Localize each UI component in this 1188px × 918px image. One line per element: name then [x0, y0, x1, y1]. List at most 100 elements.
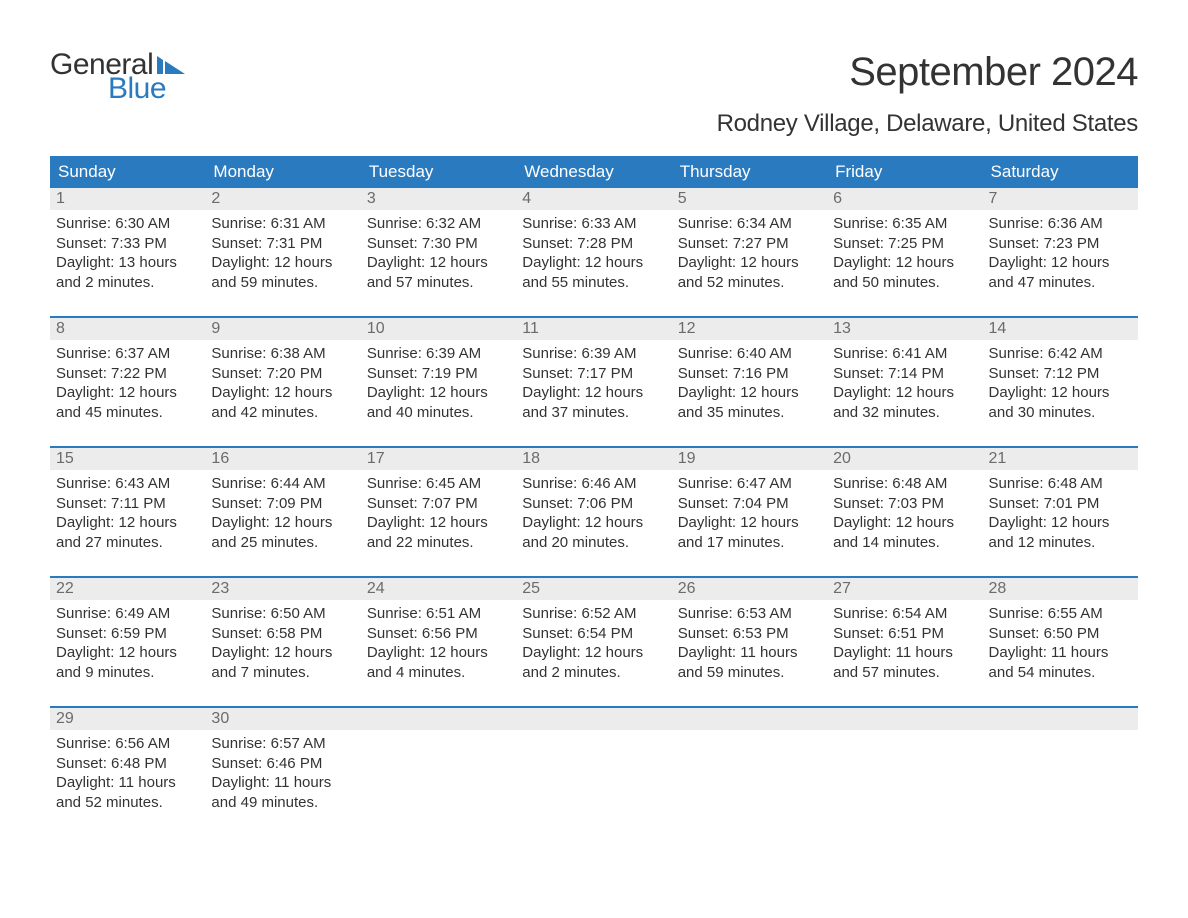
page-title: September 2024: [849, 50, 1138, 95]
sunset-line: Sunset: 7:01 PM: [989, 494, 1132, 514]
empty-day-cell: [827, 708, 982, 820]
sunset-line: Sunset: 7:17 PM: [522, 364, 665, 384]
day-cell: 11Sunrise: 6:39 AMSunset: 7:17 PMDayligh…: [516, 318, 671, 430]
daylight-line: Daylight: 12 hours and 45 minutes.: [56, 383, 199, 422]
sunrise-line: Sunrise: 6:50 AM: [211, 604, 354, 624]
day-number: 26: [672, 578, 827, 600]
sunset-line: Sunset: 7:33 PM: [56, 234, 199, 254]
day-content: Sunrise: 6:50 AMSunset: 6:58 PMDaylight:…: [205, 600, 360, 690]
sunrise-line: Sunrise: 6:56 AM: [56, 734, 199, 754]
sunrise-line: Sunrise: 6:31 AM: [211, 214, 354, 234]
day-number: 12: [672, 318, 827, 340]
sunset-line: Sunset: 7:12 PM: [989, 364, 1132, 384]
day-cell: 26Sunrise: 6:53 AMSunset: 6:53 PMDayligh…: [672, 578, 827, 690]
day-content: Sunrise: 6:31 AMSunset: 7:31 PMDaylight:…: [205, 210, 360, 300]
day-number: 17: [361, 448, 516, 470]
day-content: Sunrise: 6:34 AMSunset: 7:27 PMDaylight:…: [672, 210, 827, 300]
day-content: Sunrise: 6:39 AMSunset: 7:17 PMDaylight:…: [516, 340, 671, 430]
day-content: Sunrise: 6:48 AMSunset: 7:01 PMDaylight:…: [983, 470, 1138, 560]
sunrise-line: Sunrise: 6:45 AM: [367, 474, 510, 494]
daylight-line: Daylight: 12 hours and 50 minutes.: [833, 253, 976, 292]
daylight-line: Daylight: 12 hours and 40 minutes.: [367, 383, 510, 422]
sunrise-line: Sunrise: 6:43 AM: [56, 474, 199, 494]
sunset-line: Sunset: 7:03 PM: [833, 494, 976, 514]
daylight-line: Daylight: 11 hours and 59 minutes.: [678, 643, 821, 682]
sunset-line: Sunset: 6:56 PM: [367, 624, 510, 644]
day-content: Sunrise: 6:44 AMSunset: 7:09 PMDaylight:…: [205, 470, 360, 560]
day-cell: 28Sunrise: 6:55 AMSunset: 6:50 PMDayligh…: [983, 578, 1138, 690]
day-content: Sunrise: 6:35 AMSunset: 7:25 PMDaylight:…: [827, 210, 982, 300]
week-row: 22Sunrise: 6:49 AMSunset: 6:59 PMDayligh…: [50, 576, 1138, 690]
day-cell: 3Sunrise: 6:32 AMSunset: 7:30 PMDaylight…: [361, 188, 516, 300]
day-number: 16: [205, 448, 360, 470]
day-number: 30: [205, 708, 360, 730]
day-number: 1: [50, 188, 205, 210]
sunrise-line: Sunrise: 6:39 AM: [367, 344, 510, 364]
daylight-line: Daylight: 12 hours and 55 minutes.: [522, 253, 665, 292]
sunrise-line: Sunrise: 6:47 AM: [678, 474, 821, 494]
day-number: 2: [205, 188, 360, 210]
day-number: 3: [361, 188, 516, 210]
daylight-line: Daylight: 12 hours and 22 minutes.: [367, 513, 510, 552]
day-cell: 12Sunrise: 6:40 AMSunset: 7:16 PMDayligh…: [672, 318, 827, 430]
weekday-header: Friday: [827, 156, 982, 188]
sunset-line: Sunset: 7:09 PM: [211, 494, 354, 514]
day-number: 29: [50, 708, 205, 730]
sunset-line: Sunset: 6:58 PM: [211, 624, 354, 644]
day-number: 24: [361, 578, 516, 600]
sunrise-line: Sunrise: 6:39 AM: [522, 344, 665, 364]
empty-day-cell: [672, 708, 827, 820]
empty-day-cell: [983, 708, 1138, 820]
daylight-line: Daylight: 12 hours and 27 minutes.: [56, 513, 199, 552]
flag-icon: [157, 54, 185, 74]
daylight-line: Daylight: 12 hours and 59 minutes.: [211, 253, 354, 292]
header: General Blue September 2024: [50, 50, 1138, 104]
location-subtitle: Rodney Village, Delaware, United States: [50, 110, 1138, 138]
day-content: Sunrise: 6:54 AMSunset: 6:51 PMDaylight:…: [827, 600, 982, 690]
day-cell: 10 Sunrise: 6:39 AMSunset: 7:19 PMDayligh…: [361, 318, 516, 430]
day-number: 21: [983, 448, 1138, 470]
sunrise-line: Sunrise: 6:52 AM: [522, 604, 665, 624]
weekday-header: Thursday: [672, 156, 827, 188]
day-cell: 14Sunrise: 6:42 AMSunset: 7:12 PMDayligh…: [983, 318, 1138, 430]
day-number: 15: [50, 448, 205, 470]
day-cell: 30Sunrise: 6:57 AMSunset: 6:46 PMDayligh…: [205, 708, 360, 820]
day-number: 10: [361, 318, 516, 340]
sunset-line: Sunset: 7:04 PM: [678, 494, 821, 514]
sunrise-line: Sunrise: 6:38 AM: [211, 344, 354, 364]
logo-word-blue: Blue: [108, 74, 185, 104]
sunrise-line: Sunrise: 6:35 AM: [833, 214, 976, 234]
day-content: Sunrise: 6:42 AMSunset: 7:12 PMDaylight:…: [983, 340, 1138, 430]
day-cell: 13Sunrise: 6:41 AMSunset: 7:14 PMDayligh…: [827, 318, 982, 430]
sunset-line: Sunset: 7:07 PM: [367, 494, 510, 514]
daylight-line: Daylight: 12 hours and 47 minutes.: [989, 253, 1132, 292]
day-content: Sunrise: 6:36 AMSunset: 7:23 PMDaylight:…: [983, 210, 1138, 300]
day-content: Sunrise: 6:41 AMSunset: 7:14 PMDaylight:…: [827, 340, 982, 430]
day-content: Sunrise: 6:47 AMSunset: 7:04 PMDaylight:…: [672, 470, 827, 560]
weekday-header: Tuesday: [361, 156, 516, 188]
sunrise-line: Sunrise: 6:57 AM: [211, 734, 354, 754]
daylight-line: Daylight: 12 hours and 52 minutes.: [678, 253, 821, 292]
sunset-line: Sunset: 6:54 PM: [522, 624, 665, 644]
day-cell: 22Sunrise: 6:49 AMSunset: 6:59 PMDayligh…: [50, 578, 205, 690]
weekday-header: Saturday: [983, 156, 1138, 188]
sunset-line: Sunset: 7:16 PM: [678, 364, 821, 384]
day-content: Sunrise: 6:30 AMSunset: 7:33 PMDaylight:…: [50, 210, 205, 300]
daylight-line: Daylight: 12 hours and 25 minutes.: [211, 513, 354, 552]
day-content: Sunrise: 6:32 AMSunset: 7:30 PMDaylight:…: [361, 210, 516, 300]
daylight-line: Daylight: 12 hours and 17 minutes.: [678, 513, 821, 552]
day-cell: 20Sunrise: 6:48 AMSunset: 7:03 PMDayligh…: [827, 448, 982, 560]
daylight-line: Daylight: 12 hours and 9 minutes.: [56, 643, 199, 682]
sunset-line: Sunset: 7:27 PM: [678, 234, 821, 254]
day-number: 14: [983, 318, 1138, 340]
sunset-line: Sunset: 6:59 PM: [56, 624, 199, 644]
sunset-line: Sunset: 7:19 PM: [367, 364, 510, 384]
daylight-line: Daylight: 11 hours and 57 minutes.: [833, 643, 976, 682]
day-cell: 24Sunrise: 6:51 AMSunset: 6:56 PMDayligh…: [361, 578, 516, 690]
week-row: 15Sunrise: 6:43 AMSunset: 7:11 PMDayligh…: [50, 446, 1138, 560]
day-cell: 15Sunrise: 6:43 AMSunset: 7:11 PMDayligh…: [50, 448, 205, 560]
daylight-line: Daylight: 12 hours and 7 minutes.: [211, 643, 354, 682]
day-number: 6: [827, 188, 982, 210]
day-number: 25: [516, 578, 671, 600]
sunrise-line: Sunrise: 6:40 AM: [678, 344, 821, 364]
